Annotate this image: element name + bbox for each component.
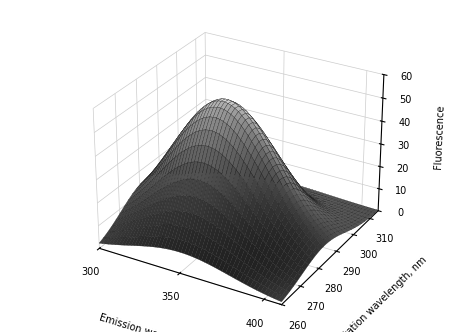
Y-axis label: Excitation wavelength, nm: Excitation wavelength, nm bbox=[328, 255, 429, 332]
X-axis label: Emission wavelength, nm: Emission wavelength, nm bbox=[98, 313, 221, 332]
